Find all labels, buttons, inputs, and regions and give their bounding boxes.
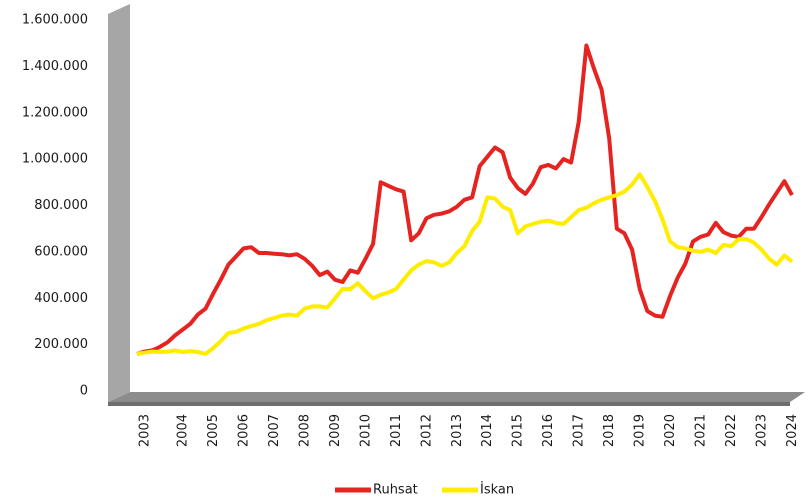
x-tick-label: 2011 [389, 414, 404, 447]
x-tick-label: 2020 [663, 414, 678, 447]
y-tick-label: 0 [80, 384, 88, 399]
x-tick-label: 2007 [267, 414, 282, 447]
floor [108, 392, 805, 402]
y-tick-label: 1.600.000 [22, 13, 88, 28]
x-tick-label: 2012 [419, 414, 434, 447]
x-tick-label: 2008 [297, 414, 312, 447]
y-tick-label: 1.200.000 [22, 105, 88, 120]
x-tick-label: 2023 [754, 414, 769, 447]
floor-edge [108, 402, 790, 406]
x-tick-label: 2005 [206, 414, 221, 447]
x-tick-label: 2024 [785, 414, 800, 447]
x-tick-label: 2013 [450, 414, 465, 447]
x-tick-label: 2021 [693, 414, 708, 447]
x-tick-label: 2010 [358, 414, 373, 447]
side-wall [108, 4, 130, 402]
x-tick-label: 2004 [176, 414, 191, 447]
y-tick-label: 1.400.000 [22, 59, 88, 74]
legend-label: İskan [480, 482, 514, 498]
legend-label: Ruhsat [373, 483, 418, 498]
y-tick-label: 800.000 [34, 198, 88, 213]
x-tick-label: 2006 [237, 414, 252, 447]
y-tick-label: 200.000 [34, 337, 88, 352]
x-tick-label: 2018 [602, 414, 617, 447]
y-tick-label: 1.000.000 [22, 152, 88, 167]
y-tick-label: 400.000 [34, 291, 88, 306]
x-tick-label: 2003 [138, 414, 153, 447]
x-tick-label: 2017 [572, 414, 587, 447]
x-tick-label: 2009 [328, 414, 343, 447]
series-line [136, 172, 794, 356]
x-tick-label: 2016 [541, 414, 556, 447]
series-line [136, 43, 794, 356]
y-tick-label: 600.000 [34, 244, 88, 259]
x-tick-label: 2022 [724, 414, 739, 447]
x-tick-label: 2014 [480, 414, 495, 447]
x-tick-label: 2015 [511, 414, 526, 447]
x-tick-label: 2019 [633, 414, 648, 447]
